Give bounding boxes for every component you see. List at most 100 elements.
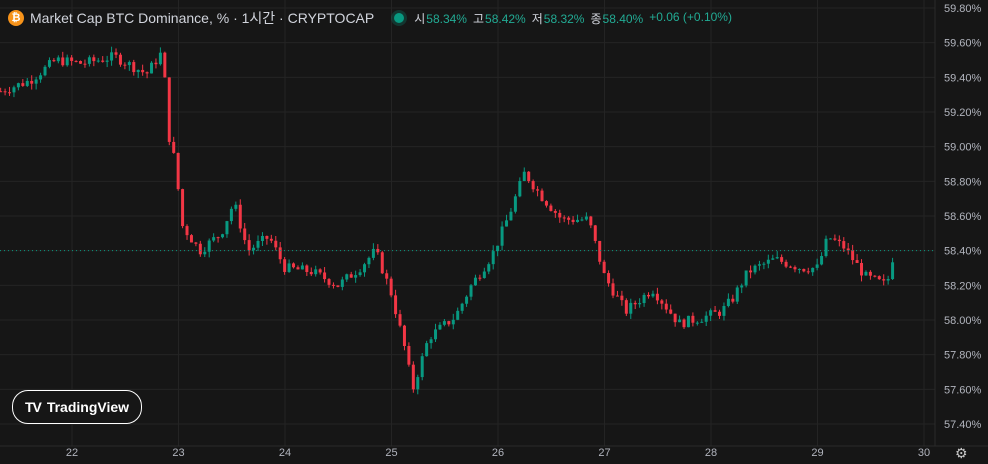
candle-body [74, 60, 78, 62]
candle-body [3, 91, 7, 93]
candle-body [775, 257, 779, 259]
candle-body [367, 257, 371, 265]
candle-body [691, 315, 695, 323]
candle-body [873, 275, 877, 277]
y-tick-label: 59.40% [944, 72, 982, 84]
candle-series [0, 46, 895, 395]
candle-body [527, 171, 531, 182]
candle-body [336, 285, 340, 287]
y-tick-label: 58.00% [944, 315, 982, 327]
candle-body [385, 273, 389, 279]
candle-body [700, 321, 704, 323]
candle-body [389, 278, 393, 296]
candle-body [828, 238, 832, 240]
candle-body [558, 212, 562, 218]
candle-body [465, 296, 469, 304]
candle-body [132, 62, 136, 73]
candle-body [438, 324, 442, 330]
tradingview-logo-text: TradingView [46, 399, 130, 415]
candle-body [718, 311, 722, 316]
candle-body [509, 211, 513, 221]
y-tick-label: 58.40% [944, 246, 982, 258]
candle-body [780, 257, 784, 262]
candle-body [21, 83, 25, 86]
candle-body [238, 204, 242, 229]
candle-body [172, 141, 176, 153]
market-status-icon [394, 13, 405, 23]
tradingview-logo[interactable]: TV TradingView [12, 390, 142, 424]
candle-body [123, 64, 127, 66]
candle-body [411, 364, 415, 390]
candle-body [584, 216, 588, 220]
change-value: +0.06 (+0.10%) [649, 9, 732, 24]
candle-body [287, 263, 291, 272]
candle-body [669, 309, 673, 314]
candle-body [8, 92, 12, 94]
candle-body [642, 294, 646, 304]
x-axis[interactable]: 22 23 24 25 26 27 28 29 30 [0, 445, 988, 464]
x-tick-label: 24 [279, 447, 291, 459]
candle-body [518, 180, 522, 197]
candle-body [868, 271, 872, 276]
candle-body [25, 80, 29, 86]
candle-body [553, 210, 557, 213]
candle-body [340, 279, 344, 287]
candle-body [260, 235, 264, 241]
candle-body [877, 276, 881, 280]
candle-body [145, 72, 149, 74]
candle-body [56, 57, 60, 62]
candle-body [740, 285, 744, 288]
candle-body [65, 57, 69, 66]
candle-body [447, 321, 451, 325]
candle-body [589, 216, 593, 226]
candle-body [655, 293, 659, 301]
chart-grid [0, 0, 935, 446]
candle-body [110, 52, 114, 61]
candle-body [354, 275, 358, 278]
candle-body [296, 267, 300, 270]
candle-body [576, 219, 580, 223]
candle-body [664, 303, 668, 310]
candle-body [456, 310, 460, 320]
candle-body [105, 60, 109, 62]
y-axis-background [935, 0, 988, 464]
candle-body [624, 300, 628, 314]
candle-body [482, 271, 486, 279]
candle-body [79, 61, 83, 64]
y-axis[interactable]: 59.80% 59.60% 59.40% 59.20% 59.00% 58.80% 58.6… [934, 0, 988, 464]
candle-body [771, 258, 775, 260]
candle-body [620, 295, 624, 301]
candle-body [722, 306, 726, 316]
y-tick-label: 59.20% [944, 107, 982, 119]
candle-body [420, 356, 424, 378]
candle-body [629, 302, 633, 314]
candle-body [522, 171, 526, 181]
candle-body [580, 219, 584, 221]
high-value: 58.42% [485, 11, 526, 26]
candle-body [673, 313, 677, 323]
candle-body [167, 77, 171, 142]
candle-body [87, 57, 91, 64]
candle-body [713, 310, 717, 312]
symbol-title[interactable]: Market Cap BTC Dominance, % · 1시간 · CRYP… [30, 10, 375, 26]
gear-icon[interactable]: ⚙ [955, 445, 968, 461]
candle-body [300, 265, 304, 270]
y-tick-label: 59.80% [944, 3, 982, 15]
candle-body [394, 295, 398, 315]
candle-body [12, 87, 16, 93]
candle-body [118, 54, 122, 65]
candle-body [793, 267, 797, 270]
candle-body [651, 293, 655, 297]
candle-body [229, 208, 233, 222]
candle-body [198, 243, 202, 255]
candle-body [469, 285, 473, 297]
candle-body [837, 239, 841, 242]
candle-body [571, 219, 575, 223]
x-tick-label: 26 [492, 447, 504, 459]
candle-body [39, 75, 43, 80]
candle-body [598, 240, 602, 262]
y-tick-label: 58.60% [944, 211, 982, 223]
candle-body [221, 234, 225, 238]
candle-body [189, 235, 193, 243]
